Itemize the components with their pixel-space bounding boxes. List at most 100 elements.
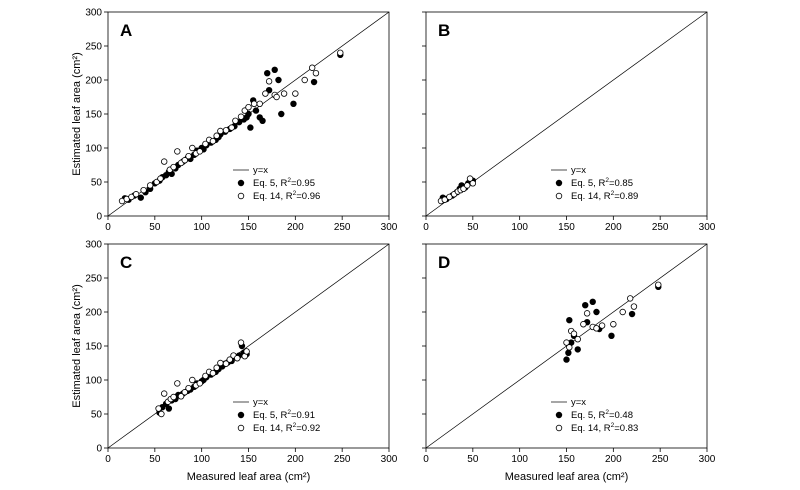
data-point-open bbox=[185, 384, 192, 392]
legend-text-part: Eq. 14, R bbox=[571, 423, 611, 434]
legend-text-part: =0.85 bbox=[609, 178, 633, 189]
x-tick-label: 300 bbox=[699, 222, 716, 233]
legend-superscript: 2 bbox=[287, 177, 291, 184]
legend-superscript: 2 bbox=[611, 190, 615, 197]
x-tick-label: 0 bbox=[423, 454, 429, 465]
data-point-open bbox=[185, 152, 192, 160]
data-point-filled bbox=[290, 100, 297, 107]
legend-marker-filled bbox=[237, 411, 245, 419]
data-point-filled bbox=[278, 110, 285, 118]
x-tick-label: 300 bbox=[381, 222, 398, 233]
data-point-filled bbox=[593, 308, 600, 316]
y-tick-label: 50 bbox=[91, 410, 103, 421]
legend-text-part: Eq. 5, R bbox=[571, 410, 605, 421]
x-tick-label: 300 bbox=[381, 454, 398, 465]
data-point-filled bbox=[264, 69, 271, 77]
x-tick-label: 250 bbox=[652, 222, 669, 233]
data-point-open bbox=[626, 295, 634, 302]
data-point-open bbox=[610, 321, 617, 328]
data-point-open bbox=[464, 182, 471, 189]
data-point-open bbox=[265, 78, 273, 85]
y-axis-title: Estimated leaf area (cm²) bbox=[71, 52, 83, 175]
x-tick-label: 50 bbox=[149, 454, 161, 465]
data-point-filled bbox=[589, 298, 596, 305]
panel-label: C bbox=[120, 253, 132, 272]
legend-text-part: =0.95 bbox=[291, 178, 315, 189]
x-tick-label: 100 bbox=[511, 222, 528, 233]
legend-line-label: y=x bbox=[253, 165, 268, 176]
y-tick-label: 100 bbox=[85, 144, 102, 155]
y-tick-label: 250 bbox=[85, 274, 102, 285]
legend-line-label: y=x bbox=[253, 397, 268, 408]
data-point-open bbox=[598, 322, 606, 329]
data-point-open bbox=[583, 310, 591, 317]
data-point-open bbox=[132, 191, 140, 198]
x-axis-title: Measured leaf area (cm²) bbox=[505, 471, 629, 483]
data-point-filled bbox=[608, 332, 615, 339]
data-point-open bbox=[157, 175, 164, 182]
data-point-open bbox=[202, 372, 209, 380]
data-point-open bbox=[202, 140, 209, 148]
legend-superscript: 2 bbox=[293, 422, 297, 429]
data-point-open bbox=[189, 376, 196, 384]
panel-d: 0 50 100 150 200 250 300 D Measured leaf area (c… bbox=[422, 243, 716, 483]
data-point-open bbox=[160, 158, 168, 165]
panel-c: 0 50 100 150 200 250 300 0 50 100 150 200 250 300 C Est… bbox=[71, 240, 398, 484]
legend-text-part: =0.92 bbox=[296, 423, 320, 434]
legend-text-part: Eq. 14, R bbox=[253, 423, 293, 434]
legend-label-open: Eq. 14, R2=0.83 bbox=[571, 422, 638, 434]
data-point-filled bbox=[165, 405, 173, 412]
legend-marker-open bbox=[555, 424, 563, 432]
y-tick-label: 300 bbox=[85, 8, 102, 19]
data-point-open bbox=[140, 186, 147, 194]
x-tick-label: 150 bbox=[240, 222, 257, 233]
data-point-filled bbox=[275, 76, 282, 84]
legend-text-part: =0.96 bbox=[296, 191, 320, 202]
data-point-open bbox=[177, 393, 185, 400]
x-tick-label: 250 bbox=[334, 454, 351, 465]
legend-text-part: =0.83 bbox=[614, 423, 638, 434]
data-point-open bbox=[160, 390, 168, 397]
data-point-filled bbox=[271, 66, 278, 73]
data-point-open bbox=[228, 124, 235, 131]
data-point-filled bbox=[628, 310, 636, 318]
data-point-open bbox=[213, 132, 220, 139]
data-point-open bbox=[262, 90, 269, 97]
legend-line-label: y=x bbox=[571, 397, 586, 408]
data-point-open bbox=[158, 410, 165, 418]
legend-superscript: 2 bbox=[293, 190, 297, 197]
y-tick-label: 200 bbox=[85, 308, 102, 319]
legend-marker-open bbox=[237, 192, 245, 200]
y-tick-label: 50 bbox=[91, 178, 103, 189]
x-tick-label: 150 bbox=[558, 454, 575, 465]
data-point-open bbox=[312, 69, 320, 77]
panel-label: D bbox=[438, 253, 450, 272]
legend-marker-open bbox=[237, 424, 245, 432]
x-tick-label: 150 bbox=[240, 454, 257, 465]
data-point-open bbox=[174, 380, 181, 387]
x-tick-label: 0 bbox=[105, 454, 111, 465]
legend-text-part: Eq. 5, R bbox=[253, 178, 287, 189]
legend-text-part: =0.89 bbox=[614, 191, 638, 202]
data-point-open bbox=[170, 163, 177, 171]
x-tick-label: 300 bbox=[699, 454, 716, 465]
y-tick-label: 150 bbox=[85, 342, 102, 353]
legend-marker-filled bbox=[237, 179, 245, 187]
data-point-filled bbox=[137, 194, 144, 201]
data-point-open bbox=[189, 144, 196, 152]
x-tick-label: 100 bbox=[193, 454, 210, 465]
data-point-open bbox=[213, 364, 220, 371]
x-tick-label: 50 bbox=[467, 454, 479, 465]
data-point-open bbox=[280, 90, 288, 97]
data-point-open bbox=[466, 175, 474, 182]
x-tick-label: 200 bbox=[287, 222, 304, 233]
y-tick-label: 100 bbox=[85, 376, 102, 387]
x-tick-label: 250 bbox=[652, 454, 669, 465]
legend-label-filled: Eq. 5, R2=0.85 bbox=[571, 177, 633, 189]
panel-a: 0 50 100 150 200 250 300 0 50 100 150 200 250 300 A Est… bbox=[71, 8, 398, 234]
x-axis-title: Measured leaf area (cm²) bbox=[187, 471, 311, 483]
